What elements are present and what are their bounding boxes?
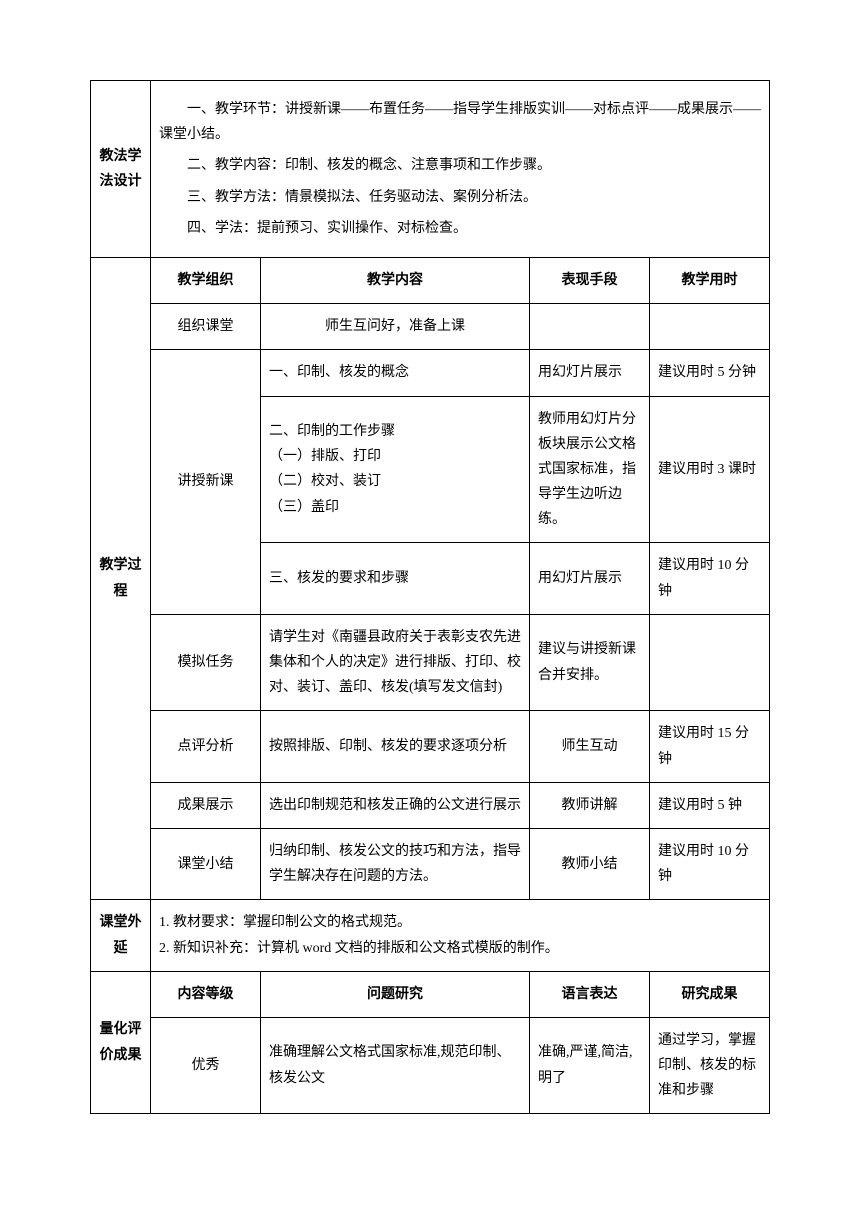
process-row-3-method: 用幻灯片展示 bbox=[530, 543, 650, 614]
process-row-6-content: 选出印制规范和核发正确的公文进行展示 bbox=[261, 782, 530, 828]
process-row-2-line-1: （一）排版、打印 bbox=[269, 444, 521, 469]
process-row-7-method: 教师小结 bbox=[530, 828, 650, 899]
process-row-5-time: 建议用时 15 分钟 bbox=[650, 711, 770, 782]
extension-content: 1. 教材要求：掌握印制公文的格式规范。 2. 新知识补充：计算机 word 文… bbox=[151, 900, 770, 971]
eval-header-result: 研究成果 bbox=[650, 971, 770, 1017]
process-row-7: 课堂小结 归纳印制、核发公文的技巧和方法，指导学生解决存在问题的方法。 教师小结… bbox=[91, 828, 770, 899]
process-row-1-method: 用幻灯片展示 bbox=[530, 350, 650, 396]
process-row-5-org: 点评分析 bbox=[151, 711, 261, 782]
eval-row-0-problem: 准确理解公文格式国家标准,规范印制、核发公文 bbox=[261, 1017, 530, 1114]
process-header-org: 教学组织 bbox=[151, 257, 261, 303]
process-row-7-time: 建议用时 10 分钟 bbox=[650, 828, 770, 899]
method-design-line-3: 三、教学方法：情景模拟法、任务驱动法、案例分析法。 bbox=[159, 185, 761, 210]
process-row-3-content: 三、核发的要求和步骤 bbox=[261, 543, 530, 614]
process-row-5-content: 按照排版、印制、核发的要求逐项分析 bbox=[261, 711, 530, 782]
process-row-0-content: 师生互问好，准备上课 bbox=[261, 304, 530, 350]
eval-row-0-level: 优秀 bbox=[151, 1017, 261, 1114]
process-row-2-method: 教师用幻灯片分板块展示公文格式国家标准，指导学生边听边练。 bbox=[530, 396, 650, 543]
process-row-0-method bbox=[530, 304, 650, 350]
lesson-plan-table: 教法学法设计 一、教学环节：讲授新课——布置任务——指导学生排版实训——对标点评… bbox=[90, 80, 770, 1114]
process-row-2-line-2: （二）校对、装订 bbox=[269, 469, 521, 494]
process-row-1: 讲授新课 一、印制、核发的概念 用幻灯片展示 建议用时 5 分钟 bbox=[91, 350, 770, 396]
method-design-content: 一、教学环节：讲授新课——布置任务——指导学生排版实训——对标点评——成果展示—… bbox=[151, 81, 770, 258]
process-row-6-method: 教师讲解 bbox=[530, 782, 650, 828]
process-row-6-time: 建议用时 5 钟 bbox=[650, 782, 770, 828]
process-row-6-org: 成果展示 bbox=[151, 782, 261, 828]
process-header-method: 表现手段 bbox=[530, 257, 650, 303]
eval-row-0-result: 通过学习，掌握印制、核发的标准和步骤 bbox=[650, 1017, 770, 1114]
eval-header-language: 语言表达 bbox=[530, 971, 650, 1017]
process-row-6: 成果展示 选出印制规范和核发正确的公文进行展示 教师讲解 建议用时 5 钟 bbox=[91, 782, 770, 828]
process-row-4-org: 模拟任务 bbox=[151, 614, 261, 711]
evaluation-row-0: 优秀 准确理解公文格式国家标准,规范印制、核发公文 准确,严谨,简洁,明了 通过… bbox=[91, 1017, 770, 1114]
process-row-1-content: 一、印制、核发的概念 bbox=[261, 350, 530, 396]
method-design-line-4: 四、学法：提前预习、实训操作、对标检查。 bbox=[159, 216, 761, 241]
process-row-0-org: 组织课堂 bbox=[151, 304, 261, 350]
process-row-0-time bbox=[650, 304, 770, 350]
process-row-7-content: 归纳印制、核发公文的技巧和方法，指导学生解决存在问题的方法。 bbox=[261, 828, 530, 899]
process-row-2-line-0: 二、印制的工作步骤 bbox=[269, 419, 521, 444]
process-row-0: 组织课堂 师生互问好，准备上课 bbox=[91, 304, 770, 350]
process-row-2-content: 二、印制的工作步骤 （一）排版、打印 （二）校对、装订 （三）盖印 bbox=[261, 396, 530, 543]
extension-line-0: 1. 教材要求：掌握印制公文的格式规范。 bbox=[159, 910, 761, 935]
section-label-method-design: 教法学法设计 bbox=[91, 81, 151, 258]
evaluation-header-row: 量化评价成果 内容等级 问题研究 语言表达 研究成果 bbox=[91, 971, 770, 1017]
teaching-method-design-row: 教法学法设计 一、教学环节：讲授新课——布置任务——指导学生排版实训——对标点评… bbox=[91, 81, 770, 258]
method-design-line-2: 二、教学内容：印制、核发的概念、注意事项和工作步骤。 bbox=[159, 153, 761, 178]
process-row-4: 模拟任务 请学生对《南疆县政府关于表彰支农先进集体和个人的决定》进行排版、打印、… bbox=[91, 614, 770, 711]
extension-row: 课堂外延 1. 教材要求：掌握印制公文的格式规范。 2. 新知识补充：计算机 w… bbox=[91, 900, 770, 971]
eval-header-level: 内容等级 bbox=[151, 971, 261, 1017]
process-row-5-method: 师生互动 bbox=[530, 711, 650, 782]
method-design-line-1: 一、教学环节：讲授新课——布置任务——指导学生排版实训——对标点评——成果展示—… bbox=[159, 97, 761, 147]
section-label-process: 教学过程 bbox=[91, 257, 151, 899]
process-row-3-time: 建议用时 10 分钟 bbox=[650, 543, 770, 614]
process-row-4-time bbox=[650, 614, 770, 711]
process-row-5: 点评分析 按照排版、印制、核发的要求逐项分析 师生互动 建议用时 15 分钟 bbox=[91, 711, 770, 782]
process-row-2-line-3: （三）盖印 bbox=[269, 495, 521, 520]
section-label-extension: 课堂外延 bbox=[91, 900, 151, 971]
extension-line-1: 2. 新知识补充：计算机 word 文档的排版和公文格式模版的制作。 bbox=[159, 936, 761, 961]
process-row-7-org: 课堂小结 bbox=[151, 828, 261, 899]
teaching-process-header-row: 教学过程 教学组织 教学内容 表现手段 教学用时 bbox=[91, 257, 770, 303]
eval-header-problem: 问题研究 bbox=[261, 971, 530, 1017]
process-header-time: 教学用时 bbox=[650, 257, 770, 303]
process-row-4-content: 请学生对《南疆县政府关于表彰支农先进集体和个人的决定》进行排版、打印、校对、装订… bbox=[261, 614, 530, 711]
process-row-4-method: 建议与讲授新课合并安排。 bbox=[530, 614, 650, 711]
process-row-1-time: 建议用时 5 分钟 bbox=[650, 350, 770, 396]
eval-row-0-language: 准确,严谨,简洁,明了 bbox=[530, 1017, 650, 1114]
process-row-2-time: 建议用时 3 课时 bbox=[650, 396, 770, 543]
section-label-evaluation: 量化评价成果 bbox=[91, 971, 151, 1114]
process-header-content: 教学内容 bbox=[261, 257, 530, 303]
process-row-1-org: 讲授新课 bbox=[151, 350, 261, 615]
